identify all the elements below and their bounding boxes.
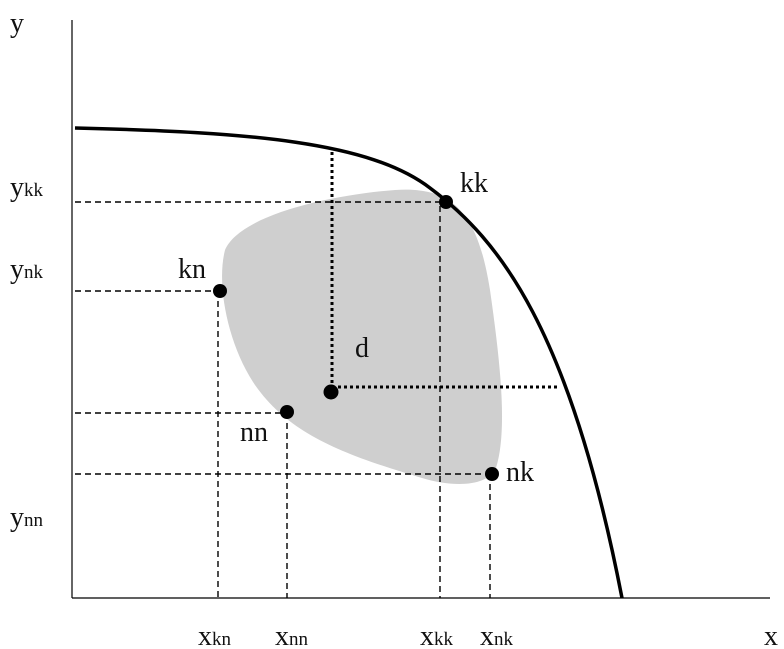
- x-tick-nn-sub: nn: [289, 629, 309, 649]
- reference-lines: [75, 201, 492, 598]
- x-tick-nk: xnk: [480, 621, 514, 649]
- y-tick-nk: ynk: [10, 254, 44, 285]
- y-tick-nk-main: y: [10, 254, 24, 285]
- point-label-nn: nn: [240, 417, 268, 448]
- point-d: [323, 384, 339, 400]
- point-nn: [280, 405, 294, 419]
- y-tick-nn-sub: nn: [24, 510, 44, 531]
- x-tick-nk-main: x: [480, 621, 494, 649]
- y-tick-nn: ynn: [10, 502, 44, 533]
- x-axis-label: x: [764, 621, 778, 649]
- x-tick-kn: xkn: [198, 621, 232, 649]
- point-label-kk: kk: [460, 168, 488, 199]
- x-tick-kk: xkk: [420, 621, 454, 649]
- y-tick-kk-main: y: [10, 172, 24, 203]
- y-axis-label: y: [10, 8, 24, 39]
- point-label-nk: nk: [506, 457, 534, 488]
- x-tick-kn-sub: kn: [212, 629, 232, 649]
- point-kn: [213, 284, 227, 298]
- x-tick-nn-main: x: [275, 621, 289, 649]
- x-tick-kk-sub: kk: [434, 629, 454, 649]
- point-kk: [439, 195, 453, 209]
- x-tick-nk-sub: nk: [494, 629, 514, 649]
- point-label-d: d: [355, 333, 369, 364]
- y-tick-nn-main: y: [10, 502, 24, 533]
- y-tick-kk-sub: kk: [24, 180, 44, 201]
- x-tick-kk-main: x: [420, 621, 434, 649]
- points: [213, 195, 499, 481]
- point-label-kn: kn: [178, 254, 206, 285]
- y-tick-nk-sub: nk: [24, 262, 44, 283]
- point-nk: [485, 467, 499, 481]
- x-tick-kn-main: x: [198, 621, 212, 649]
- d-dotted-lines: [330, 152, 560, 390]
- x-tick-nn: xnn: [275, 621, 309, 649]
- y-tick-kk: ykk: [10, 172, 44, 203]
- frontier-curve: [74, 126, 624, 599]
